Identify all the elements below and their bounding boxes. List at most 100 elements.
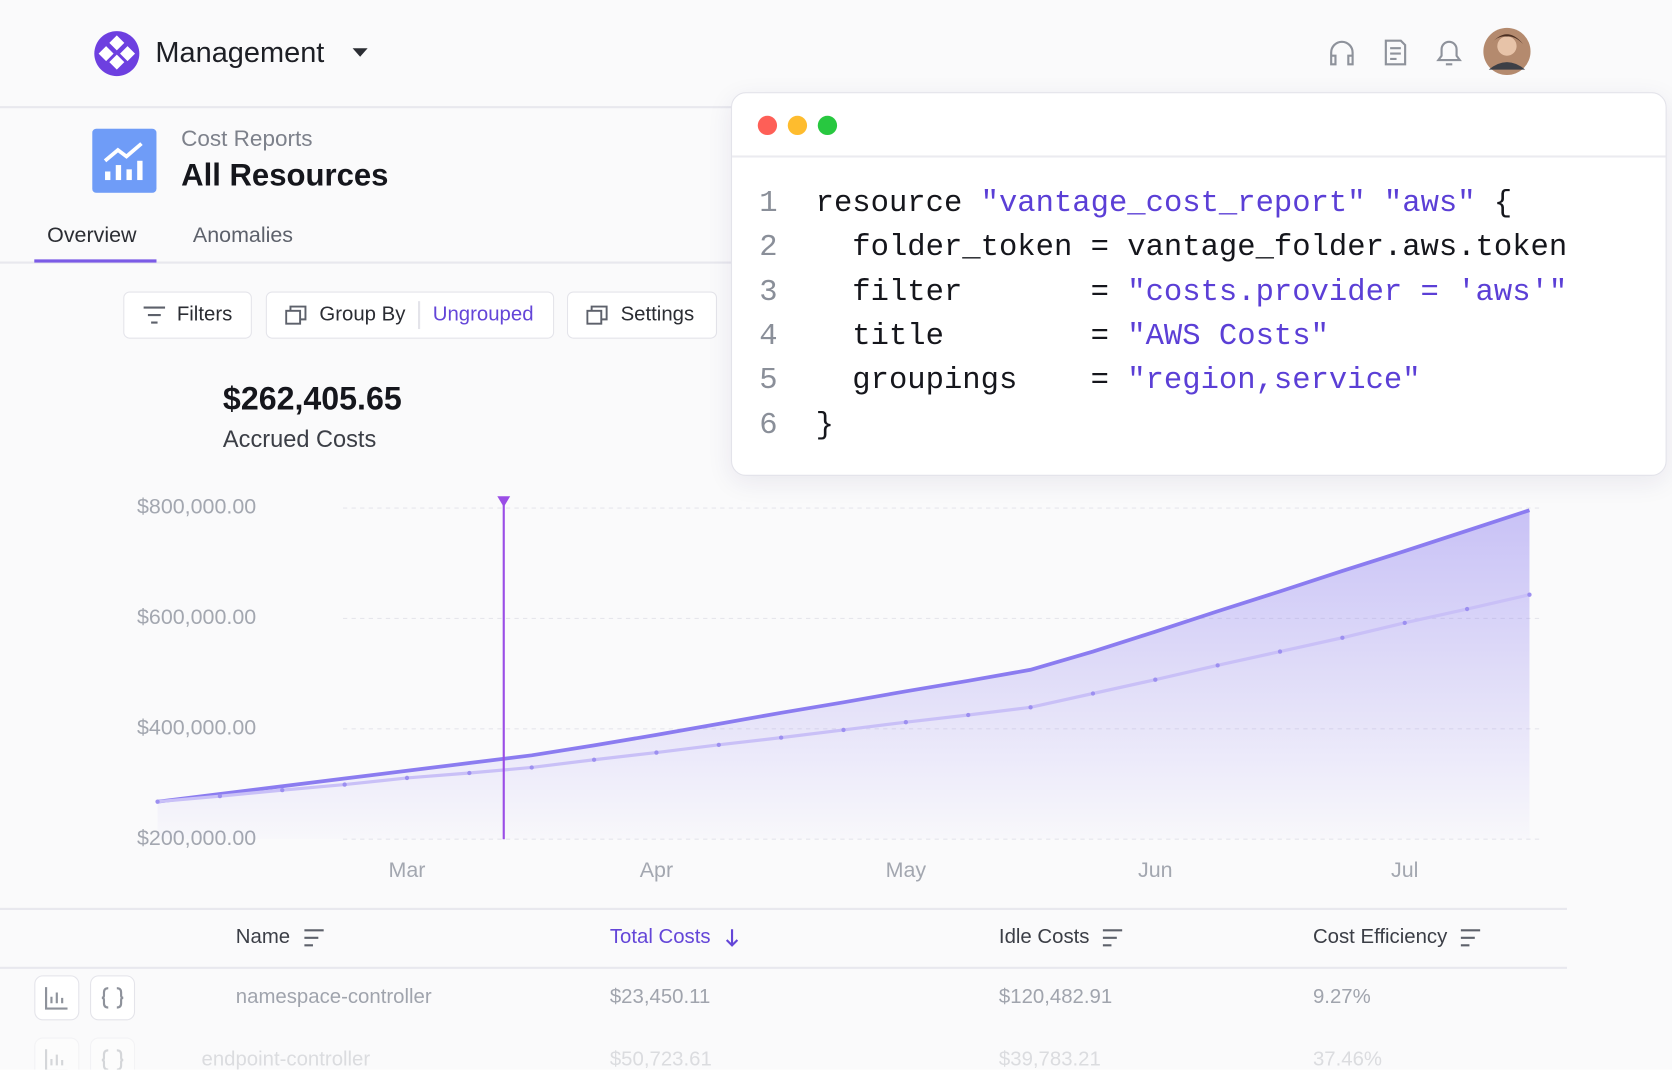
- line-number: 5: [759, 362, 778, 398]
- code-button[interactable]: [90, 1037, 136, 1070]
- support-icon[interactable]: [1330, 40, 1354, 66]
- line-number: 3: [759, 273, 778, 310]
- sort-icon: [304, 929, 324, 947]
- point: [342, 782, 347, 787]
- notification-icon[interactable]: [1436, 40, 1462, 66]
- workspace-name[interactable]: Management: [155, 36, 325, 69]
- line-number: 4: [759, 318, 778, 354]
- header-icons: [1330, 39, 1462, 66]
- window-controls: [757, 115, 838, 136]
- button-label: Group By: [319, 303, 406, 326]
- table-cell: $50,723.61: [609, 1048, 712, 1070]
- code-line: resource "vantage_cost_report" "aws" {: [816, 185, 1513, 220]
- code-string: "AWS Costs": [1127, 318, 1329, 354]
- table-cell: $39,783.21: [998, 1048, 1101, 1070]
- group-value: Ungrouped: [432, 303, 534, 326]
- column-title: Idle Costs: [998, 926, 1090, 949]
- table-cell: 9.27%: [1312, 986, 1371, 1009]
- point: [1464, 606, 1470, 612]
- point: [966, 712, 971, 718]
- filter-icon: [143, 306, 166, 324]
- dropdown-caret[interactable]: [352, 47, 369, 58]
- chart-button[interactable]: [34, 1037, 80, 1070]
- table-cell: $23,450.11: [609, 986, 711, 1009]
- point: [1527, 592, 1532, 597]
- code-token: groupings =: [815, 362, 1128, 398]
- y-tick-label: $400,000.00: [137, 715, 256, 739]
- lines: [304, 929, 324, 947]
- avatar[interactable]: [1482, 27, 1531, 76]
- logo: [94, 31, 140, 77]
- point: [841, 727, 846, 733]
- header-divider: [0, 106, 751, 108]
- code-token: filter =: [815, 273, 1128, 310]
- braces-icon: [101, 987, 124, 1009]
- column-title: Cost Efficiency: [1312, 926, 1448, 949]
- code-line: groupings = "region,service": [815, 362, 1421, 398]
- y-tick-label: $600,000.00: [137, 605, 256, 629]
- tab[interactable]: Anomalies: [192, 224, 294, 248]
- table-cell: namespace-controller: [235, 986, 432, 1009]
- table-cell: endpoint-controller: [201, 1048, 371, 1070]
- point: [529, 765, 534, 770]
- code-token: folder_token = vantage_folder.aws.token: [815, 229, 1568, 266]
- point: [779, 735, 784, 740]
- column-title: Total Costs: [609, 926, 711, 949]
- code-string: "costs.provider = 'aws'": [1127, 273, 1568, 310]
- settings-button[interactable]: Settings: [566, 291, 718, 339]
- braces-icon: [101, 1049, 124, 1070]
- x-tick-label: Apr: [640, 858, 673, 882]
- sort-icon: [1461, 929, 1481, 947]
- group-icon: [285, 305, 307, 325]
- point: [1277, 649, 1283, 654]
- point: [1402, 620, 1407, 625]
- table-cell: 37.46%: [1312, 1048, 1383, 1070]
- breadcrumb[interactable]: Cost Reports: [181, 126, 313, 152]
- column-header[interactable]: Name: [236, 926, 327, 950]
- code-token: resource: [815, 185, 981, 221]
- active-tab-indicator: [34, 259, 157, 263]
- code-string: "region,service": [1127, 362, 1421, 398]
- area-fill: [157, 510, 1530, 840]
- point: [1090, 691, 1096, 696]
- window-divider: [732, 155, 1666, 158]
- column-title: Name: [235, 926, 291, 949]
- point: [903, 720, 909, 725]
- column-header[interactable]: Cost Efficiency: [1313, 926, 1484, 950]
- code-token: {: [1475, 185, 1513, 221]
- maximize-dot[interactable]: [817, 115, 838, 136]
- point: [654, 750, 659, 755]
- minimize-dot[interactable]: [787, 115, 808, 136]
- x-tick-label: Jun: [1138, 858, 1173, 882]
- code-window: 1 resource "vantage_cost_report" "aws" {2…: [730, 92, 1667, 476]
- point: [1215, 663, 1220, 668]
- code-button[interactable]: [90, 975, 136, 1021]
- point: [467, 770, 472, 776]
- tab[interactable]: Overview: [47, 224, 137, 248]
- point: [1340, 635, 1345, 640]
- point: [591, 757, 597, 762]
- code-line: title = "AWS Costs": [816, 318, 1329, 353]
- lines: [1103, 929, 1123, 947]
- tabs-divider: [0, 261, 751, 264]
- line-number: 2: [759, 229, 778, 266]
- group-by-button[interactable]: Group By Ungrouped: [265, 291, 555, 339]
- code-token: }: [815, 406, 834, 443]
- sort-icon: [1103, 929, 1123, 947]
- chart-button[interactable]: [34, 975, 80, 1021]
- chart-icon: [45, 987, 68, 1010]
- report-icon: [92, 128, 157, 193]
- close-dot[interactable]: [757, 115, 778, 136]
- column-header[interactable]: Idle Costs: [999, 926, 1126, 950]
- code-string: "vantage_cost_report" "aws": [980, 185, 1476, 221]
- point: [1153, 677, 1158, 682]
- column-header[interactable]: Total Costs: [610, 926, 747, 950]
- total-line: [157, 508, 1531, 804]
- x-tick-label: Jul: [1391, 858, 1418, 882]
- docs-icon[interactable]: [1384, 39, 1407, 66]
- filters-button[interactable]: Filters: [123, 291, 252, 339]
- table-header-border: [0, 966, 1567, 969]
- sort-desc-icon: [725, 929, 739, 947]
- point: [1028, 705, 1033, 710]
